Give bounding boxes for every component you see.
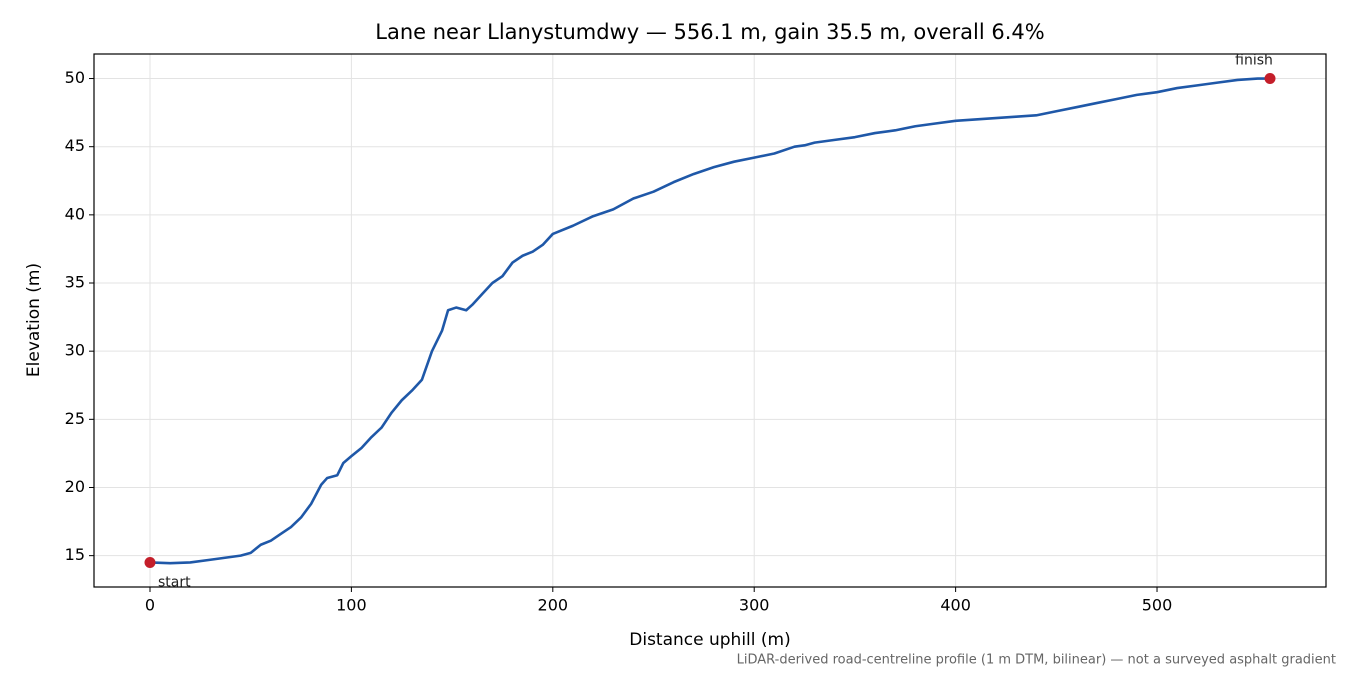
footnote: LiDAR-derived road-centreline profile (1…: [737, 653, 1336, 668]
endpoint-marker: [1264, 73, 1276, 85]
y-tick-label: 30: [65, 341, 85, 360]
y-tick-label: 40: [65, 204, 85, 223]
y-tick-label: 20: [65, 477, 85, 496]
x-tick-label: 400: [940, 596, 971, 615]
y-tick-label: 25: [65, 409, 85, 428]
x-axis-label: Distance uphill (m): [629, 630, 790, 650]
y-tick-label: 35: [65, 273, 85, 292]
elevation-line: [149, 77, 1271, 565]
x-tick-label: 100: [336, 596, 367, 615]
x-tick-label: 500: [1142, 596, 1173, 615]
chart-title: Lane near Llanystumdwy — 556.1 m, gain 3…: [375, 20, 1045, 44]
x-tick-label: 300: [739, 596, 770, 615]
x-tick-label: 0: [145, 596, 155, 615]
x-tick-label: 200: [538, 596, 569, 615]
plot-frame: [93, 53, 1327, 588]
y-tick-label: 50: [65, 68, 85, 87]
y-tick-label: 45: [65, 136, 85, 155]
endpoint-marker: [144, 556, 156, 568]
y-tick-label: 15: [65, 545, 85, 564]
endpoint-label: start: [158, 574, 191, 590]
endpoint-label: finish: [1235, 53, 1273, 69]
y-axis-label: Elevation (m): [24, 263, 44, 377]
